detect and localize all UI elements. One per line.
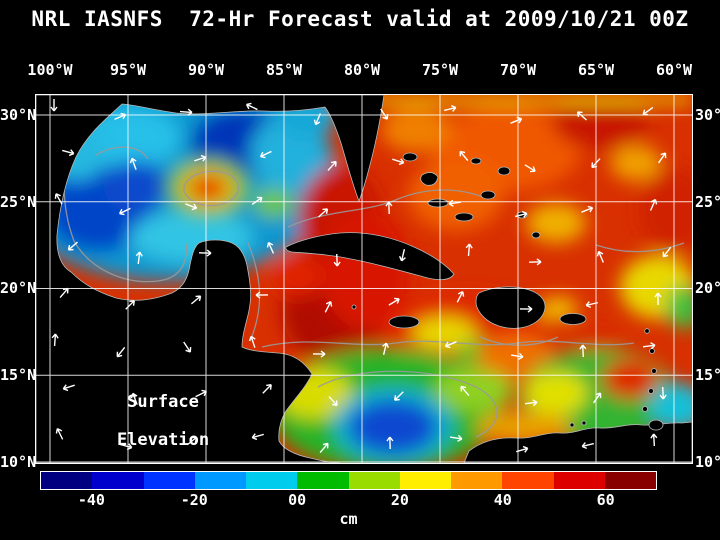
colorbar-tick-label: 60 [596,491,615,509]
lon-tick-label: 80°W [343,61,381,79]
map-plot-area: Surface Elevation [35,94,693,464]
colorbar-ticks: -40 -20 00 20 40 60 [40,491,657,509]
colorbar [40,471,657,490]
lon-tick-label: 60°W [655,61,693,79]
colorbar-tick-label: 20 [390,491,409,509]
lat-tick-label: 20°N [695,279,720,297]
colorbar-tick-label: -20 [180,491,208,509]
lon-tick-label: 95°W [109,61,147,79]
colorbar-tick-label: 40 [493,491,512,509]
lat-tick-label: 10°N [0,453,37,471]
lat-tick-label: 15°N [0,366,37,384]
page-title: NRL IASNFS 72-Hr Forecast valid at 2009/… [31,7,689,31]
lat-tick-label: 30°N [695,106,720,124]
lon-tick-label: 100°W [27,61,73,79]
annotation-line2: Elevation [117,430,209,450]
colorbar-tick-label: -40 [77,491,105,509]
lat-tick-label: 20°N [0,279,37,297]
forecast-map: Surface Elevation [36,95,692,463]
lat-tick-label: 10°N [695,453,720,471]
annotation-line1: Surface [127,392,199,412]
map-annotation: Surface Elevation [117,392,209,450]
colorbar-segments [41,472,656,489]
grid-lines [36,95,692,463]
colorbar-tick-label: 00 [288,491,307,509]
lat-tick-label: 15°N [695,366,720,384]
lat-tick-label: 30°N [0,106,37,124]
lon-tick-label: 65°W [577,61,615,79]
lon-tick-label: 85°W [265,61,303,79]
lon-tick-label: 90°W [187,61,225,79]
lat-tick-label: 25°N [0,193,37,211]
lat-tick-label: 25°N [695,193,720,211]
lon-tick-label: 70°W [499,61,537,79]
land-masses [36,95,692,463]
lon-tick-label: 75°W [421,61,459,79]
colorbar-unit-label: cm [339,510,358,528]
